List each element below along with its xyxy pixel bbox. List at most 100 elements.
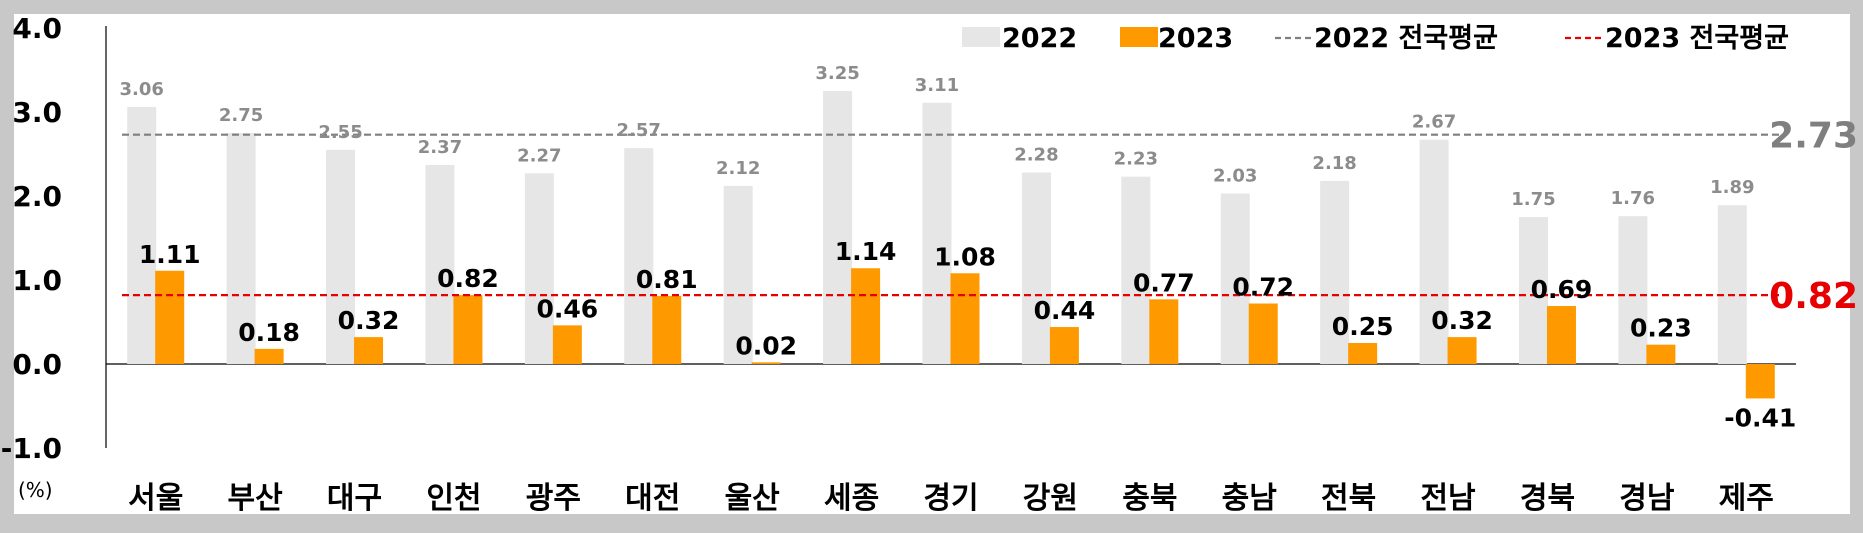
bar-2022 (723, 185, 753, 364)
bar-2023 (1447, 337, 1477, 364)
x-tick-label: 대전 (625, 481, 680, 516)
bar-2023 (552, 325, 582, 364)
data-label-2022: 2.12 (716, 158, 760, 179)
data-label-2022: 2.28 (1014, 144, 1058, 165)
x-tick-label: 경기 (923, 481, 978, 516)
x-tick-label: 광주 (526, 481, 581, 516)
bar-2023 (1546, 306, 1576, 364)
reference-value-2023: 0.82 (1769, 276, 1858, 317)
data-label-2023: 0.46 (537, 294, 599, 323)
data-label-2022: 1.75 (1511, 189, 1555, 210)
y-tick-label: 3.0 (12, 96, 62, 129)
bar-2023 (1745, 364, 1775, 399)
data-label-2022: 1.89 (1710, 177, 1754, 198)
data-label-2022: 2.67 (1412, 112, 1456, 133)
bar-2022 (226, 133, 256, 364)
x-tick-label: 부산 (228, 481, 284, 516)
bar-2022 (326, 149, 356, 364)
legend-label-2023-average: 2023 전국평균 (1605, 23, 1789, 54)
data-label-2023: 0.82 (437, 264, 499, 293)
x-tick-label: 울산 (725, 481, 781, 516)
data-label-2022: 2.37 (418, 137, 462, 158)
bar-2022 (1320, 180, 1350, 364)
data-label-2023: 0.81 (636, 265, 698, 294)
y-tick-label: 0.0 (12, 348, 62, 381)
legend-label-2023: 2023 (1158, 23, 1233, 54)
data-label-2023: 0.32 (1431, 306, 1493, 335)
data-label-2022: 3.25 (815, 63, 859, 84)
bar-2022 (1717, 205, 1747, 364)
data-label-2022: 2.03 (1213, 165, 1257, 186)
data-label-2022: 3.11 (915, 75, 959, 96)
data-label-2023: 0.77 (1133, 268, 1195, 297)
bar-2023 (155, 270, 185, 364)
bar-2022 (524, 173, 554, 364)
y-tick-label: 2.0 (12, 180, 62, 213)
bar-2023 (950, 273, 980, 364)
legend-swatch-2023 (1120, 27, 1158, 47)
legend-label-2022-average: 2022 전국평균 (1314, 23, 1498, 54)
x-tick-label: 제주 (1719, 481, 1774, 516)
data-label-2022: 2.57 (617, 120, 661, 141)
x-tick-label: 인천 (426, 481, 481, 516)
x-tick-label: 대구 (327, 481, 382, 516)
data-label-2023: 0.69 (1531, 275, 1593, 304)
data-label-2022: 1.76 (1611, 188, 1655, 209)
x-tick-label: 충남 (1222, 481, 1278, 516)
legend-swatch-2022 (962, 27, 1000, 47)
data-label-2023: 0.23 (1630, 314, 1692, 343)
data-label-2023: 1.11 (139, 240, 201, 269)
bar-2022 (1220, 193, 1250, 364)
bar-2023 (1049, 327, 1079, 364)
data-label-2022: 2.55 (318, 122, 362, 143)
bar-2022 (1021, 172, 1051, 364)
bar-2022 (1419, 139, 1449, 364)
data-label-2023: 0.25 (1332, 312, 1394, 341)
bar-2022 (127, 106, 157, 365)
x-tick-label: 강원 (1023, 481, 1078, 516)
data-label-2023: 1.08 (934, 242, 996, 271)
bar-2022 (1618, 216, 1648, 364)
x-tick-label: 서울 (128, 481, 183, 516)
y-tick-label: -1.0 (1, 432, 62, 465)
bar-2022 (1518, 217, 1548, 364)
bar-2023 (1248, 303, 1278, 364)
data-label-2022: 2.18 (1312, 153, 1356, 174)
data-label-2022: 2.75 (219, 105, 263, 126)
bar-2023 (1646, 344, 1676, 364)
data-label-2023: 0.32 (338, 306, 400, 335)
y-tick-label: 1.0 (12, 264, 62, 297)
bar-2022 (823, 91, 853, 364)
x-tick-label: 전남 (1420, 481, 1476, 516)
bar-2023 (1149, 299, 1179, 364)
x-tick-label: 경북 (1520, 481, 1575, 516)
x-tick-label: 전북 (1321, 481, 1376, 516)
data-label-2023: 0.72 (1232, 273, 1294, 302)
bar-2023 (453, 295, 483, 364)
y-axis-unit: (%) (18, 478, 53, 502)
data-label-2023: 0.02 (735, 331, 797, 360)
x-tick-label: 세종 (824, 481, 879, 516)
data-label-2023: 0.18 (238, 318, 300, 347)
data-label-2023: 0.44 (1034, 296, 1096, 325)
x-tick-label: 충북 (1122, 481, 1177, 516)
bar-2022 (425, 164, 455, 364)
data-label-2023: 1.14 (835, 237, 897, 266)
bar-2022 (922, 102, 952, 364)
reference-value-2022: 2.73 (1769, 116, 1858, 157)
data-label-2022: 2.27 (517, 145, 561, 166)
bar-2023 (354, 337, 384, 364)
bar-2022 (1121, 176, 1151, 364)
data-label-2023: -0.41 (1724, 403, 1796, 432)
bar-2023 (851, 268, 881, 364)
bar-2023 (652, 295, 682, 364)
bar-2022 (624, 148, 654, 364)
x-tick-label: 경남 (1619, 481, 1675, 516)
legend-label-2022: 2022 (1002, 23, 1077, 54)
bar-2023 (751, 362, 781, 364)
data-label-2022: 3.06 (119, 79, 163, 100)
y-tick-label: 4.0 (12, 12, 62, 45)
bar-2023 (254, 348, 284, 364)
